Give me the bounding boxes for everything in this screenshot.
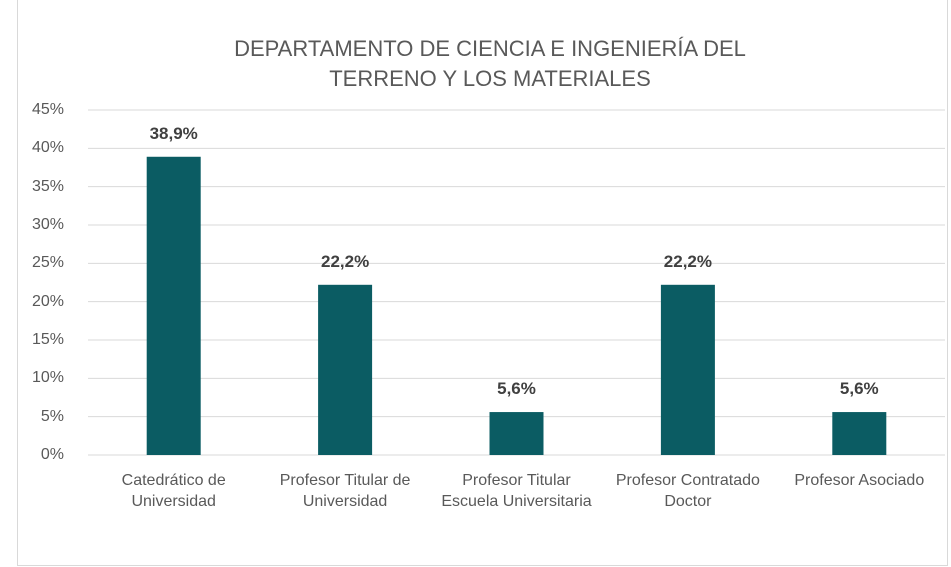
data-label: 5,6% bbox=[839, 379, 879, 399]
x-tick-label: Profesor Titular Escuela Universitaria bbox=[441, 472, 592, 510]
y-tick-label: 40% bbox=[31, 139, 64, 157]
data-label: 22,2% bbox=[663, 251, 712, 271]
x-tick-label: Profesor Asociado bbox=[794, 472, 925, 489]
bar bbox=[832, 412, 887, 455]
data-label: 5,6% bbox=[497, 379, 536, 399]
y-tick-label: 20% bbox=[31, 292, 64, 310]
y-tick-label: 10% bbox=[31, 369, 64, 387]
y-tick-label: 25% bbox=[31, 254, 64, 272]
bar bbox=[489, 412, 544, 455]
chart-title: DEPARTAMENTO DE CIENCIA E INGENIERÍA DEL… bbox=[234, 36, 746, 91]
y-tick-label: 45% bbox=[31, 101, 64, 118]
y-tick-label: 0% bbox=[40, 446, 64, 463]
x-tick-label: Catedrático de Universidad bbox=[121, 472, 226, 510]
x-tick-label: Profesor Contratado Doctor bbox=[615, 472, 760, 510]
y-tick-label: 15% bbox=[31, 331, 64, 348]
data-label: 22,2% bbox=[320, 251, 370, 271]
y-tick-label: 35% bbox=[31, 177, 64, 195]
bar bbox=[146, 156, 201, 455]
bar bbox=[660, 284, 715, 455]
y-tick-label: 30% bbox=[31, 216, 64, 233]
chart-frame bbox=[17, 0, 948, 566]
x-tick-label: Profesor Titular de Universidad bbox=[279, 472, 411, 510]
y-tick-label: 5% bbox=[40, 407, 64, 425]
bar bbox=[318, 284, 373, 455]
data-label: 38,9% bbox=[149, 123, 198, 143]
